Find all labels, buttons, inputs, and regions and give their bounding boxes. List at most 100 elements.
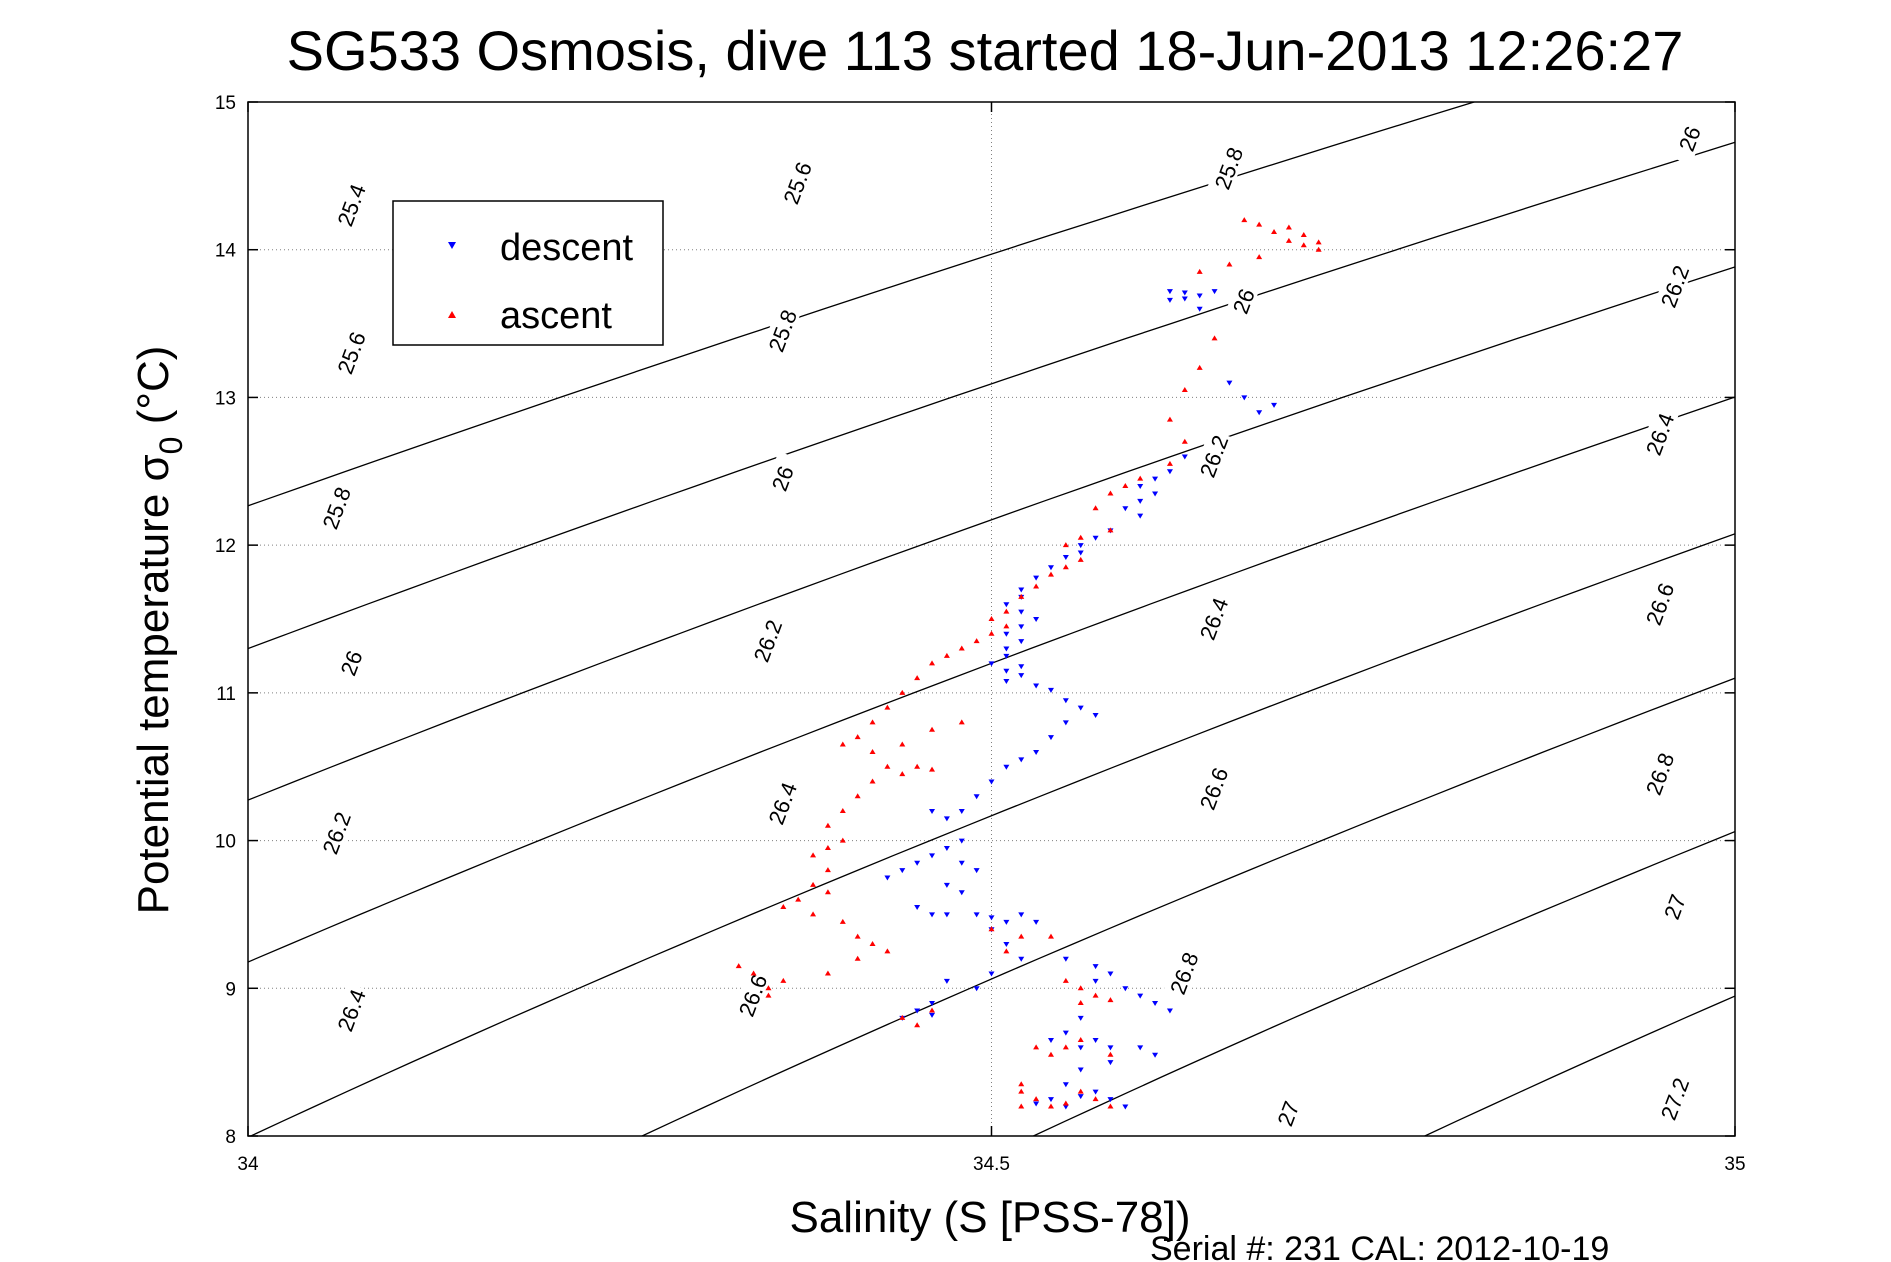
- descent-point: [1062, 1104, 1069, 1110]
- legend: descent ascent: [392, 200, 664, 346]
- descent-point: [914, 860, 921, 866]
- x-axis-label: Salinity (S [PSS-78]): [789, 1193, 1190, 1242]
- descent-point: [1166, 297, 1173, 303]
- descent-point: [1018, 587, 1025, 593]
- descent-point: [1137, 484, 1144, 490]
- ascent-point: [750, 970, 757, 976]
- y-tick-label: 10: [215, 832, 236, 853]
- contour-label-bg: [1639, 406, 1679, 461]
- y-tick-label: 8: [225, 1127, 236, 1148]
- descent-point: [1077, 1045, 1084, 1051]
- descent-point: [1003, 764, 1010, 770]
- contour-label: 25.4: [332, 181, 371, 230]
- ascent-point: [854, 793, 861, 799]
- ascent-point: [1315, 239, 1322, 245]
- descent-point: [1018, 673, 1025, 679]
- descent-point: [1226, 380, 1233, 386]
- ascent-point: [1137, 475, 1144, 481]
- contour-label-bg: [1222, 274, 1263, 328]
- descent-point: [929, 1001, 936, 1007]
- descent-point: [1003, 653, 1010, 659]
- ascent-point: [899, 1014, 906, 1020]
- ascent-point: [1018, 593, 1025, 599]
- descent-point: [1181, 296, 1188, 302]
- descent-point: [914, 905, 921, 911]
- contour-label: 26.6: [1195, 764, 1234, 813]
- y-tick-label: 14: [215, 241, 237, 262]
- y-tick-label: 9: [225, 979, 236, 1000]
- y-axis-label-main: Potential temperature σ: [129, 454, 178, 914]
- descent-point: [1166, 1008, 1173, 1014]
- descent-point: [1047, 735, 1054, 741]
- descent-point: [1092, 978, 1099, 984]
- contour-label-bg: [1653, 879, 1694, 934]
- x-tick-label: 35: [1724, 1154, 1745, 1175]
- descent-point: [1077, 1015, 1084, 1021]
- ascent-point: [1047, 1051, 1054, 1057]
- ascent-point: [1062, 564, 1069, 570]
- serial-calibration-footer: Serial #: 231 CAL: 2012-10-19: [1150, 1230, 1609, 1262]
- descent-point: [1137, 513, 1144, 519]
- ascent-point: [1196, 364, 1203, 370]
- descent-point: [1137, 498, 1144, 504]
- contour-label-bg: [330, 983, 370, 1037]
- ascent-point: [1166, 416, 1173, 422]
- ascent-point: [765, 985, 772, 991]
- descent-point: [1033, 617, 1040, 622]
- contour-label-bg: [776, 155, 817, 210]
- contour-label: 26.4: [764, 779, 803, 828]
- contour-label-bg: [1653, 259, 1694, 313]
- descent-point: [929, 853, 936, 859]
- density-contour-line: [249, 533, 1735, 1136]
- ascent-point: [735, 963, 742, 969]
- ascent-point: [914, 1022, 921, 1028]
- density-contour-line: [1661, 28, 1891, 1210]
- ascent-point: [1062, 1044, 1069, 1050]
- contour-label: 26.4: [1195, 594, 1234, 643]
- contour-label: 26.8: [1165, 949, 1204, 998]
- ascent-point: [899, 741, 906, 747]
- y-axis-label-unit: (°C): [129, 346, 178, 437]
- density-contour-line: [640, 677, 1735, 1136]
- descent-point: [1033, 919, 1040, 925]
- descent-point: [1107, 1097, 1114, 1103]
- ascent-point: [824, 844, 831, 850]
- ascent-point: [810, 852, 817, 858]
- descent-point: [988, 971, 995, 977]
- ascent-point: [1256, 221, 1263, 227]
- ascent-point: [1077, 1000, 1084, 1006]
- descent-point: [1271, 402, 1278, 408]
- descent-point: [1152, 1001, 1159, 1007]
- legend-descent-label: descent: [500, 227, 634, 269]
- x-tick-label: 34: [237, 1154, 259, 1175]
- descent-point: [943, 912, 950, 918]
- descent-point: [988, 661, 995, 667]
- ascent-point: [1285, 224, 1292, 230]
- descent-point: [958, 890, 965, 896]
- y-tick-label: 12: [215, 536, 236, 557]
- descent-point: [1166, 289, 1173, 295]
- descent-point: [1003, 679, 1010, 685]
- ascent-point: [1003, 608, 1010, 614]
- contour-label: 26.8: [1641, 749, 1680, 798]
- ascent-point: [914, 675, 921, 681]
- density-contour-line: [248, 102, 1477, 507]
- contour-label: 26.4: [1641, 410, 1680, 459]
- ascent-point: [1092, 992, 1099, 998]
- descent-point: [1062, 1030, 1069, 1036]
- contour-label: 26.2: [317, 809, 356, 858]
- ascent-point: [1166, 460, 1173, 466]
- descent-point: [988, 915, 995, 921]
- ascent-point: [1047, 933, 1054, 939]
- contour-label-bg: [732, 968, 772, 1022]
- descent-point: [1077, 705, 1084, 711]
- descent-point: [1196, 306, 1203, 312]
- descent-point: [1033, 575, 1040, 581]
- descent-point: [943, 816, 950, 822]
- ascent-point: [1033, 1044, 1040, 1050]
- ascent-point: [839, 837, 846, 843]
- ascent-point: [929, 766, 936, 772]
- descent-point: [1033, 1101, 1040, 1107]
- ascent-point: [854, 955, 861, 961]
